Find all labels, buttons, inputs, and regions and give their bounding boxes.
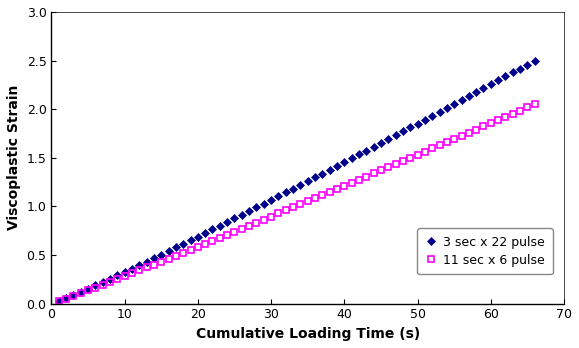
3 sec x 22 pulse — [428, 114, 435, 118]
3 sec x 22 pulse — [494, 78, 501, 82]
11 sec x 6 pulse — [173, 254, 179, 258]
3 sec x 22 pulse — [261, 201, 267, 206]
Legend: 3 sec x 22 pulse, 11 sec x 6 pulse: 3 sec x 22 pulse, 11 sec x 6 pulse — [417, 228, 553, 274]
3 sec x 22 pulse — [532, 58, 538, 63]
11 sec x 6 pulse — [428, 147, 435, 151]
3 sec x 22 pulse — [129, 267, 135, 271]
Line: 11 sec x 6 pulse: 11 sec x 6 pulse — [56, 102, 537, 304]
X-axis label: Cumulative Loading Time (s): Cumulative Loading Time (s) — [196, 327, 420, 341]
Y-axis label: Viscoplastic Strain: Viscoplastic Strain — [7, 85, 21, 230]
11 sec x 6 pulse — [201, 242, 208, 246]
11 sec x 6 pulse — [261, 218, 267, 222]
11 sec x 6 pulse — [55, 299, 62, 303]
3 sec x 22 pulse — [55, 299, 62, 303]
3 sec x 22 pulse — [173, 245, 179, 250]
11 sec x 6 pulse — [532, 102, 538, 106]
Line: 3 sec x 22 pulse: 3 sec x 22 pulse — [56, 58, 537, 304]
3 sec x 22 pulse — [201, 231, 208, 235]
11 sec x 6 pulse — [129, 271, 135, 275]
11 sec x 6 pulse — [494, 118, 501, 122]
